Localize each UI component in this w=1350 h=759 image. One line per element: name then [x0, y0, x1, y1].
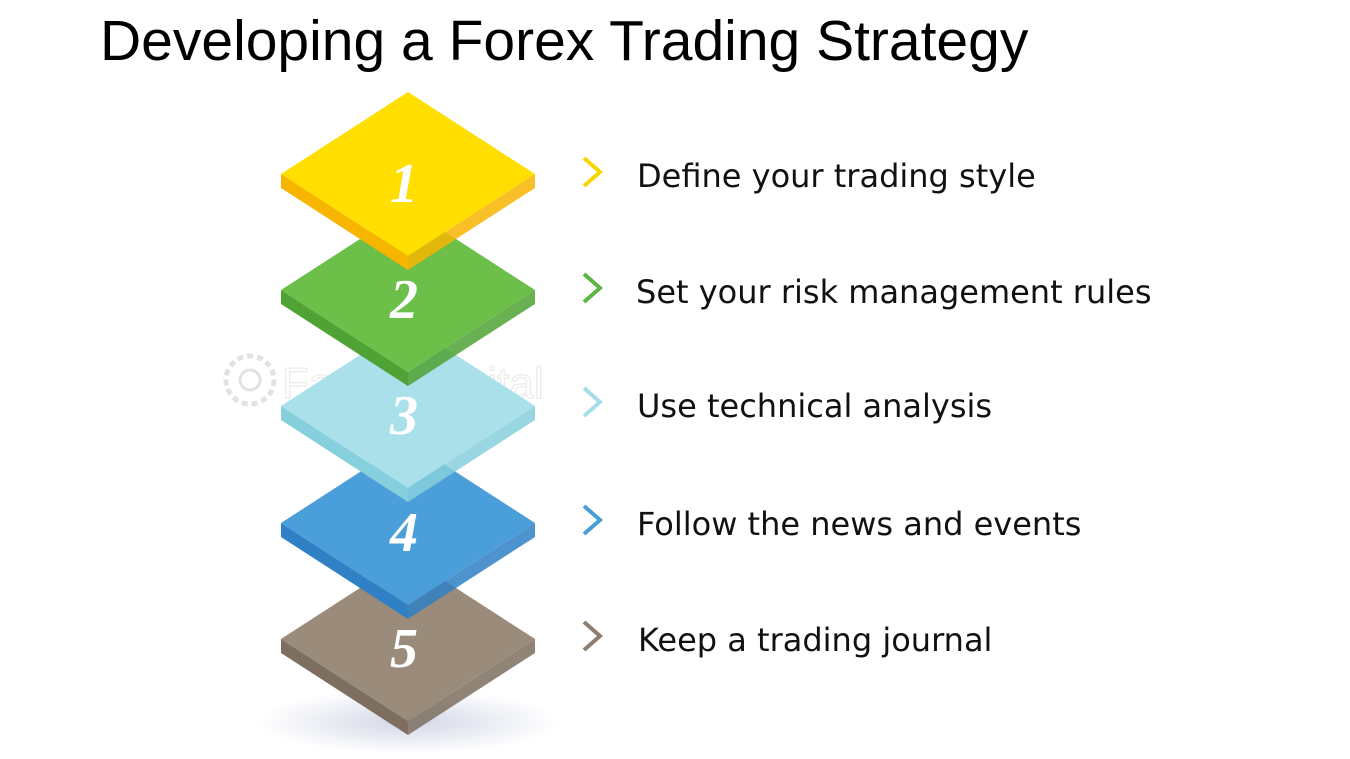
- tile-top: [281, 324, 535, 488]
- chevron-right-icon: [582, 156, 604, 188]
- step-number-5: 5: [390, 618, 418, 680]
- tile-top: [281, 92, 535, 256]
- step-label-2: Set your risk management rules: [636, 273, 1152, 311]
- tile-side-left: [281, 639, 408, 735]
- step-number-3: 3: [389, 385, 418, 447]
- tile-top: [281, 557, 535, 721]
- step-number-2: 2: [389, 269, 418, 331]
- step-tile-4: 4: [281, 441, 535, 619]
- tile-side-left: [281, 523, 408, 619]
- step-tile-5: 5: [281, 557, 535, 735]
- tile-side-right: [408, 174, 535, 270]
- step-tile-1: 1: [281, 92, 535, 270]
- tile-side-right: [408, 290, 535, 386]
- step-number-4: 4: [389, 502, 418, 564]
- step-tile-3: 3: [281, 324, 535, 502]
- step-label-4: Follow the news and events: [637, 505, 1082, 543]
- step-label-5: Keep a trading journal: [638, 621, 993, 659]
- tile-top: [281, 208, 535, 372]
- tile-side-left: [281, 406, 408, 502]
- tile-side-right: [408, 523, 535, 619]
- step-tile-2: 2: [281, 208, 535, 386]
- tile-top: [281, 441, 535, 605]
- tile-side-right: [408, 639, 535, 735]
- tile-side-left: [281, 290, 408, 386]
- chevron-right-icon: [582, 386, 604, 418]
- step-label-1: Define your trading style: [637, 157, 1036, 195]
- page-title: Developing a Forex Trading Strategy: [100, 9, 1029, 73]
- step-number-1: 1: [390, 153, 418, 215]
- chevron-right-icon: [582, 272, 604, 304]
- tile-side-right: [408, 406, 535, 502]
- tile-side-left: [281, 174, 408, 270]
- chevron-right-icon: [582, 504, 604, 536]
- gear-icon: [223, 353, 277, 407]
- step-label-3: Use technical analysis: [637, 387, 993, 425]
- chevron-right-icon: [582, 620, 604, 652]
